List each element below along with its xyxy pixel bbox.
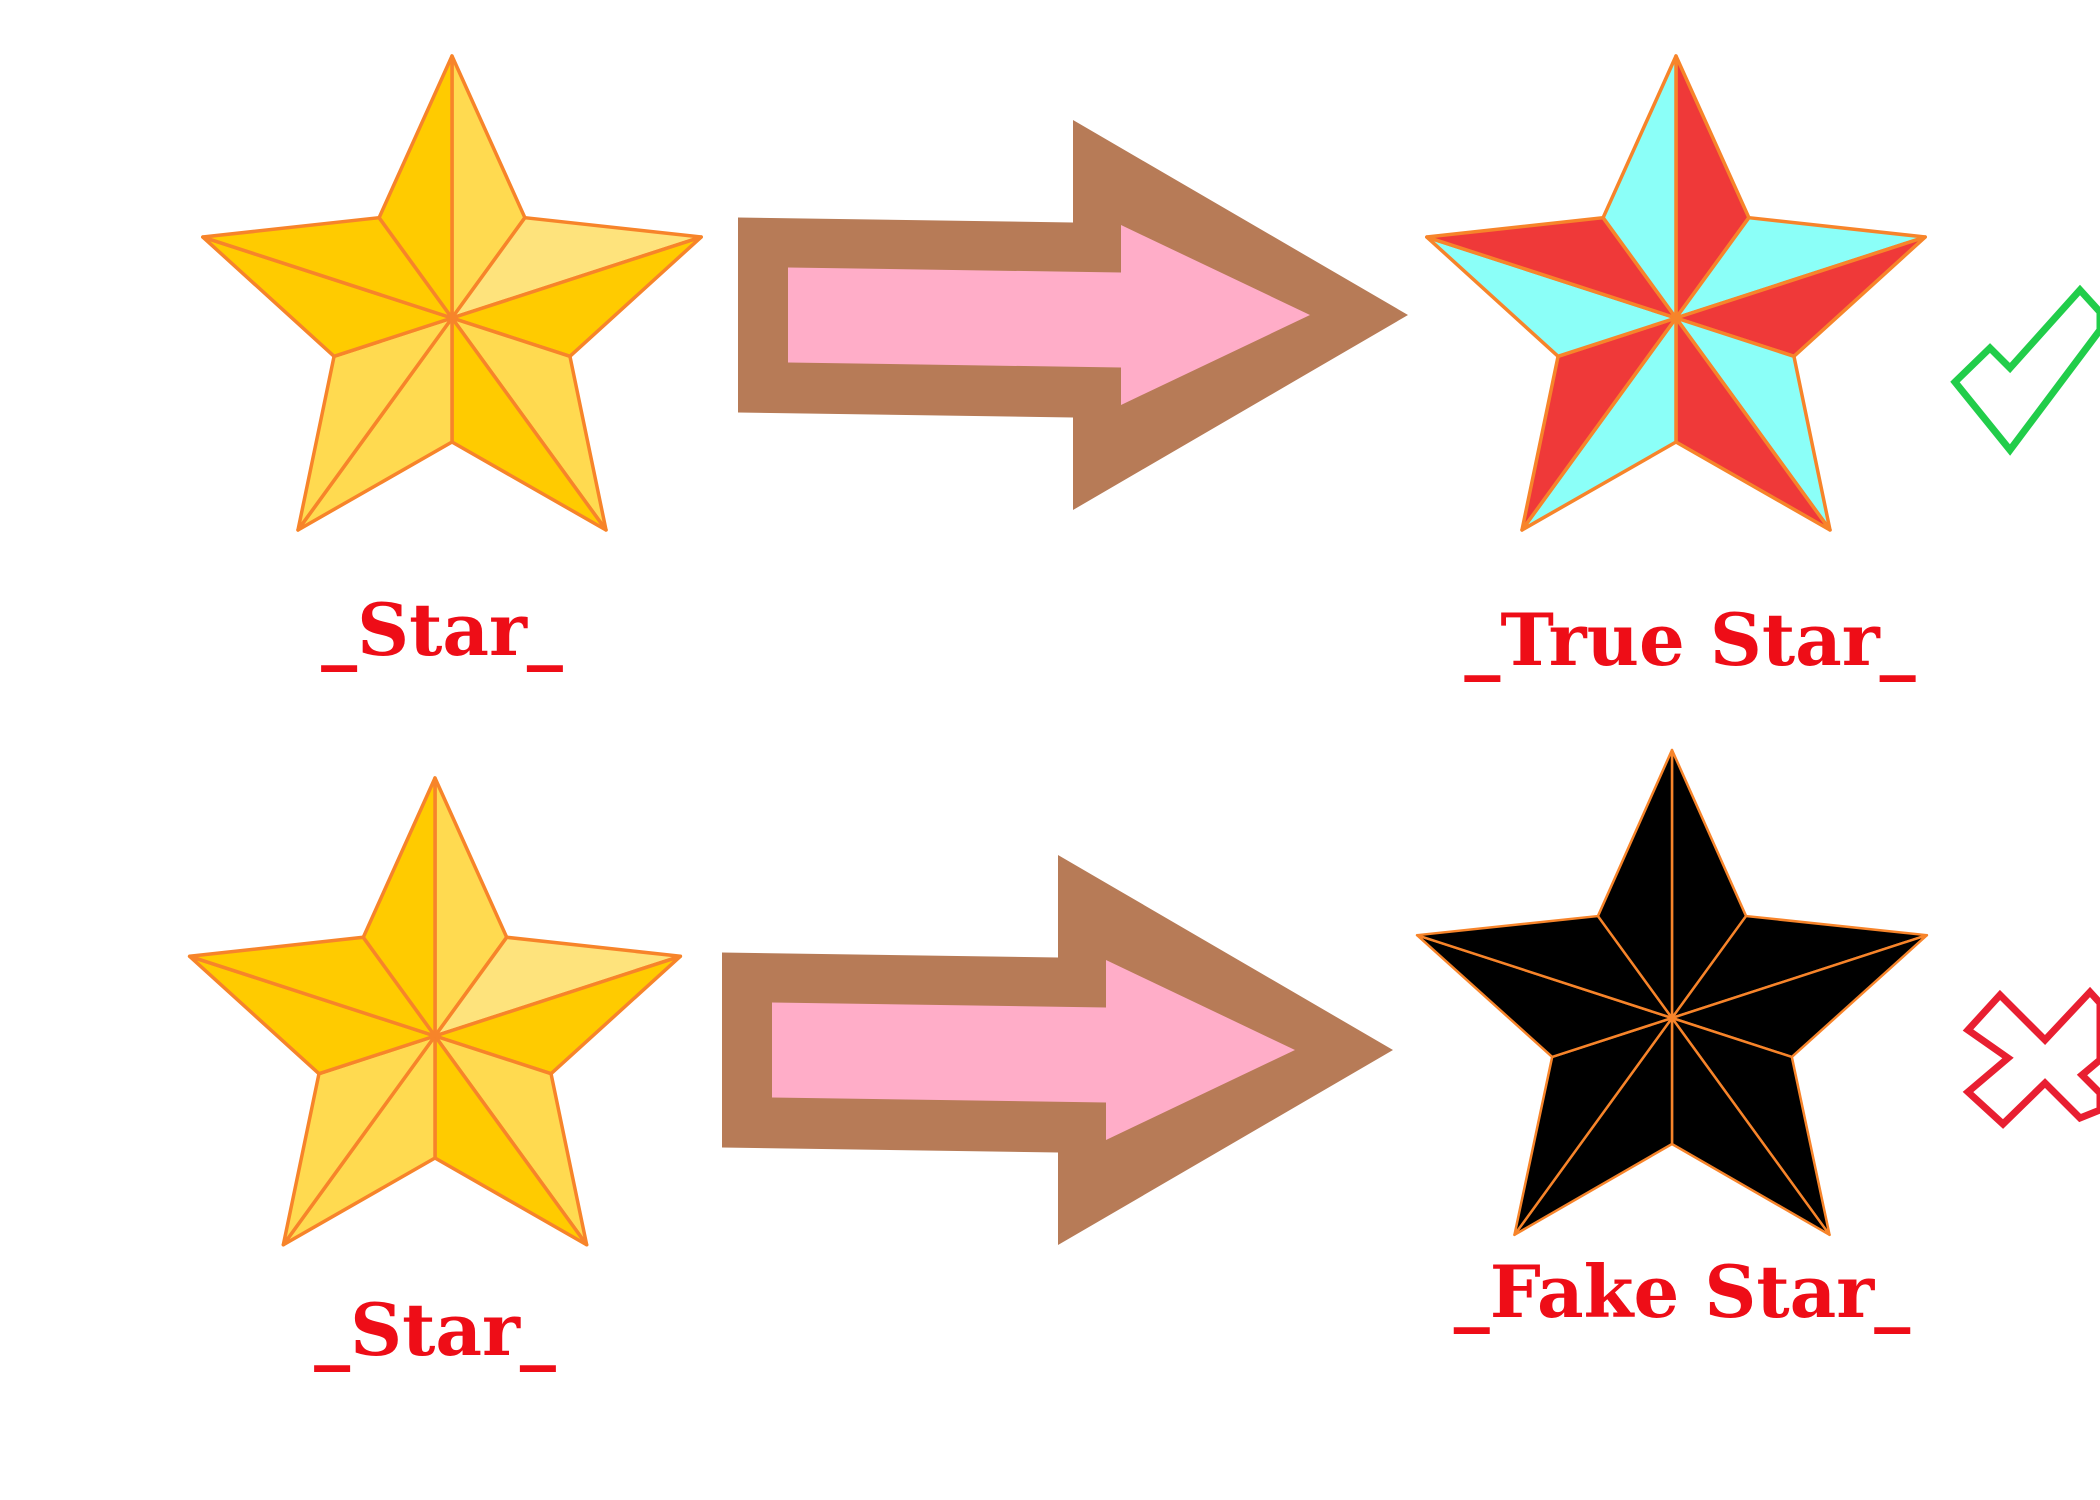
- true-star: [1425, 54, 1927, 532]
- star-label-row1: _Star_: [321, 587, 563, 672]
- check-mark-shape: [1950, 284, 2100, 456]
- true-star-label: _True Star_: [1464, 597, 1915, 682]
- fake-star: [1415, 748, 1929, 1237]
- star-facet: [361, 776, 437, 1038]
- star-source-row1: [201, 54, 703, 532]
- arrow-row2: [722, 855, 1393, 1245]
- check-mark-icon: [1950, 284, 2100, 456]
- arrow-fill: [772, 960, 1295, 1140]
- star-facet: [1601, 54, 1678, 320]
- star-facet: [1596, 748, 1674, 1020]
- cross-mark-shape: [1962, 986, 2100, 1129]
- arrow-row1: [738, 120, 1408, 510]
- cross-mark-icon: [1962, 986, 2100, 1129]
- arrow-fill: [788, 225, 1310, 405]
- star-source-row2: [187, 776, 683, 1247]
- star-facet: [377, 54, 454, 320]
- star-label-row2: _Star_: [314, 1287, 556, 1372]
- fake-star-label: _Fake Star_: [1454, 1249, 1910, 1334]
